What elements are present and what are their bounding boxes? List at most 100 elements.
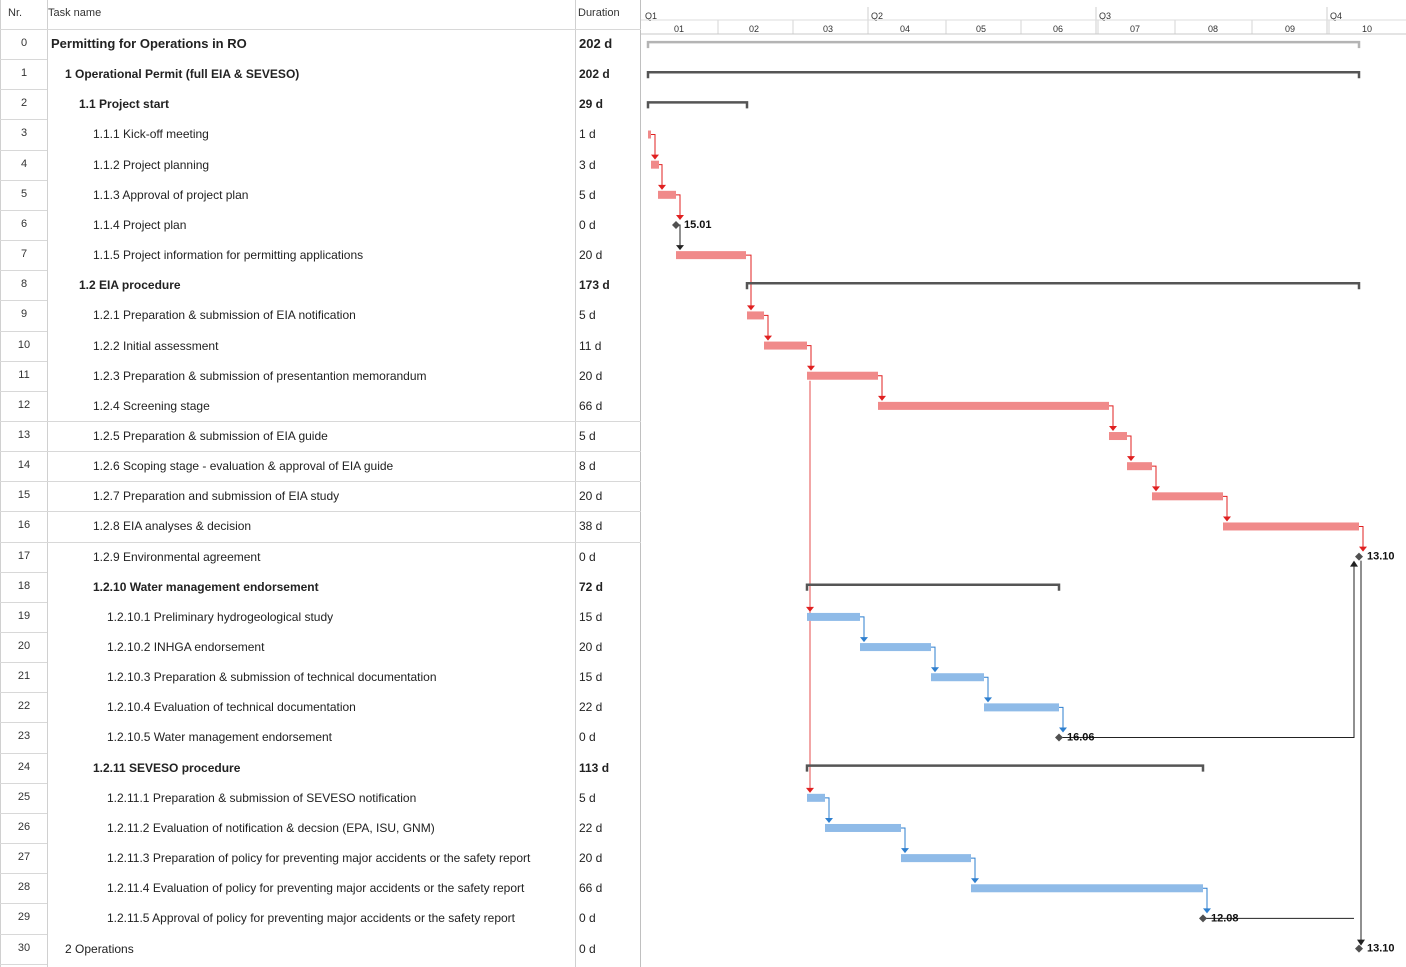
task-bar[interactable]	[971, 884, 1203, 893]
task-name: 1.2.9 Environmental agreement	[93, 549, 261, 564]
task-bar[interactable]	[764, 341, 807, 350]
column-divider	[47, 0, 48, 967]
link-arrowhead	[651, 154, 659, 160]
task-duration: 11 d	[579, 338, 602, 353]
table-row[interactable]: 21 1.2.10.3 Preparation & submission of t…	[0, 662, 641, 692]
task-bar[interactable]	[676, 251, 746, 260]
task-duration: 22 d	[579, 700, 603, 715]
table-row[interactable]: 2 1.1 Project start 29 d	[0, 89, 641, 119]
column-divider[interactable]	[575, 0, 576, 967]
table-row[interactable]: 1 1 Operational Permit (full EIA & SEVESO…	[0, 59, 641, 89]
summary-bar[interactable]	[646, 101, 749, 109]
table-row[interactable]: 22 1.2.10.4 Evaluation of technical docum…	[0, 692, 641, 722]
table-row[interactable]: 19 1.2.10.1 Preliminary hydrogeological s…	[0, 602, 641, 632]
summary-bar[interactable]	[805, 764, 1205, 772]
column-header-nr[interactable]: Nr.	[8, 7, 23, 19]
table-row[interactable]: 30 2 Operations 0 d	[0, 934, 641, 964]
task-name: 1.2.10 Water management endorsement	[93, 579, 319, 594]
table-row[interactable]: 0 Permitting for Operations in RO 202 d	[0, 29, 641, 59]
task-duration: 15 d	[579, 670, 603, 685]
link-arrowhead	[901, 848, 909, 854]
table-row[interactable]: 7 1.1.5 Project information for permittin…	[0, 240, 641, 270]
summary-bar[interactable]	[805, 583, 1061, 591]
summary-bar[interactable]	[646, 40, 1361, 49]
dependency-link	[1152, 465, 1157, 488]
task-bar[interactable]	[1223, 522, 1359, 531]
table-row[interactable]: 12 1.2.4 Screening stage 66 d	[0, 391, 641, 421]
milestone-diamond[interactable]	[1055, 733, 1063, 742]
table-row[interactable]: 26 1.2.11.2 Evaluation of notification & …	[0, 813, 641, 843]
row-divider	[0, 511, 47, 513]
dependency-link	[1223, 495, 1228, 518]
row-divider	[0, 903, 47, 905]
summary-bar[interactable]	[745, 282, 1361, 290]
milestone-diamond[interactable]	[1355, 944, 1363, 953]
column-header-task-name[interactable]: Task name	[48, 7, 102, 19]
row-divider	[0, 662, 47, 664]
table-row[interactable]: 25 1.2.11.1 Preparation & submission of S…	[0, 783, 641, 813]
row-divider	[47, 451, 641, 453]
table-row[interactable]: 23 1.2.10.5 Water management endorsement 0…	[0, 722, 641, 752]
table-row[interactable]: 8 1.2 EIA procedure 173 d	[0, 270, 641, 300]
dependency-link	[931, 646, 936, 669]
row-number: 20	[17, 640, 31, 652]
milestone-diamond[interactable]	[1199, 914, 1207, 923]
task-bar[interactable]	[860, 643, 931, 652]
dependency-link	[1109, 405, 1114, 428]
task-bar[interactable]	[658, 190, 676, 199]
timescale-month-label: 04	[900, 24, 910, 34]
row-divider	[0, 873, 47, 875]
table-row[interactable]: 15 1.2.7 Preparation and submission of EI…	[0, 481, 641, 511]
task-bar[interactable]	[807, 793, 825, 802]
task-bar[interactable]	[878, 401, 1109, 410]
table-row[interactable]: 3 1.1.1 Kick-off meeting 1 d	[0, 119, 641, 149]
task-bar[interactable]	[807, 371, 878, 380]
table-row[interactable]: 13 1.2.5 Preparation & submission of EIA …	[0, 421, 641, 451]
task-bar[interactable]	[651, 160, 659, 169]
task-bar[interactable]	[825, 823, 901, 832]
table-row[interactable]: 6 1.1.4 Project plan 0 d	[0, 210, 641, 240]
row-divider	[0, 300, 47, 302]
link-arrowhead	[676, 245, 684, 251]
summary-bar[interactable]	[646, 70, 1361, 79]
table-row[interactable]: 28 1.2.11.4 Evaluation of policy for prev…	[0, 873, 641, 903]
link-arrowhead	[764, 335, 772, 341]
link-arrowhead	[878, 395, 886, 401]
task-name: 1.1.3 Approval of project plan	[93, 187, 249, 202]
table-row[interactable]: 14 1.2.6 Scoping stage - evaluation & app…	[0, 451, 641, 481]
table-row[interactable]: 20 1.2.10.2 INHGA endorsement 20 d	[0, 632, 641, 662]
table-row[interactable]: 18 1.2.10 Water management endorsement 72 …	[0, 572, 641, 602]
task-bar[interactable]	[1127, 462, 1152, 471]
milestone-diamond[interactable]	[1355, 552, 1363, 561]
table-chart-splitter[interactable]	[640, 0, 641, 967]
row-divider	[0, 541, 47, 543]
table-row[interactable]: 10 1.2.2 Initial assessment 11 d	[0, 331, 641, 361]
task-bar[interactable]	[931, 673, 984, 682]
task-name: 1.2.10.2 INHGA endorsement	[107, 640, 265, 654]
task-bar[interactable]	[1152, 492, 1223, 501]
task-bar[interactable]	[807, 612, 860, 621]
table-row[interactable]: 27 1.2.11.3 Preparation of policy for pre…	[0, 843, 641, 873]
table-row[interactable]: 9 1.2.1 Preparation & submission of EIA n…	[0, 300, 641, 330]
column-header-duration[interactable]: Duration	[578, 7, 620, 19]
table-row[interactable]: 24 1.2.11 SEVESO procedure 113 d	[0, 753, 641, 783]
table-row[interactable]: 16 1.2.8 EIA analyses & decision 38 d	[0, 511, 641, 541]
task-bar[interactable]	[747, 311, 764, 320]
table-row[interactable]: 11 1.2.3 Preparation & submission of pres…	[0, 361, 641, 391]
table-row[interactable]: 4 1.1.2 Project planning 3 d	[0, 150, 641, 180]
row-divider	[47, 420, 641, 422]
timescale-month-label: 01	[674, 24, 684, 34]
link-arrowhead	[1223, 516, 1231, 522]
table-row[interactable]: 5 1.1.3 Approval of project plan 5 d	[0, 180, 641, 210]
task-bar[interactable]	[648, 130, 651, 139]
table-row[interactable]: 29 1.2.11.5 Approval of policy for preven…	[0, 903, 641, 933]
milestone-diamond[interactable]	[672, 220, 680, 229]
task-duration: 202 d	[579, 67, 610, 82]
table-row[interactable]: 17 1.2.9 Environmental agreement 0 d	[0, 542, 641, 572]
dependency-link	[878, 375, 883, 397]
task-duration: 22 d	[579, 820, 603, 835]
row-number: 21	[17, 670, 31, 683]
task-bar[interactable]	[984, 703, 1059, 712]
task-bar[interactable]	[901, 854, 971, 863]
task-bar[interactable]	[1109, 432, 1127, 441]
